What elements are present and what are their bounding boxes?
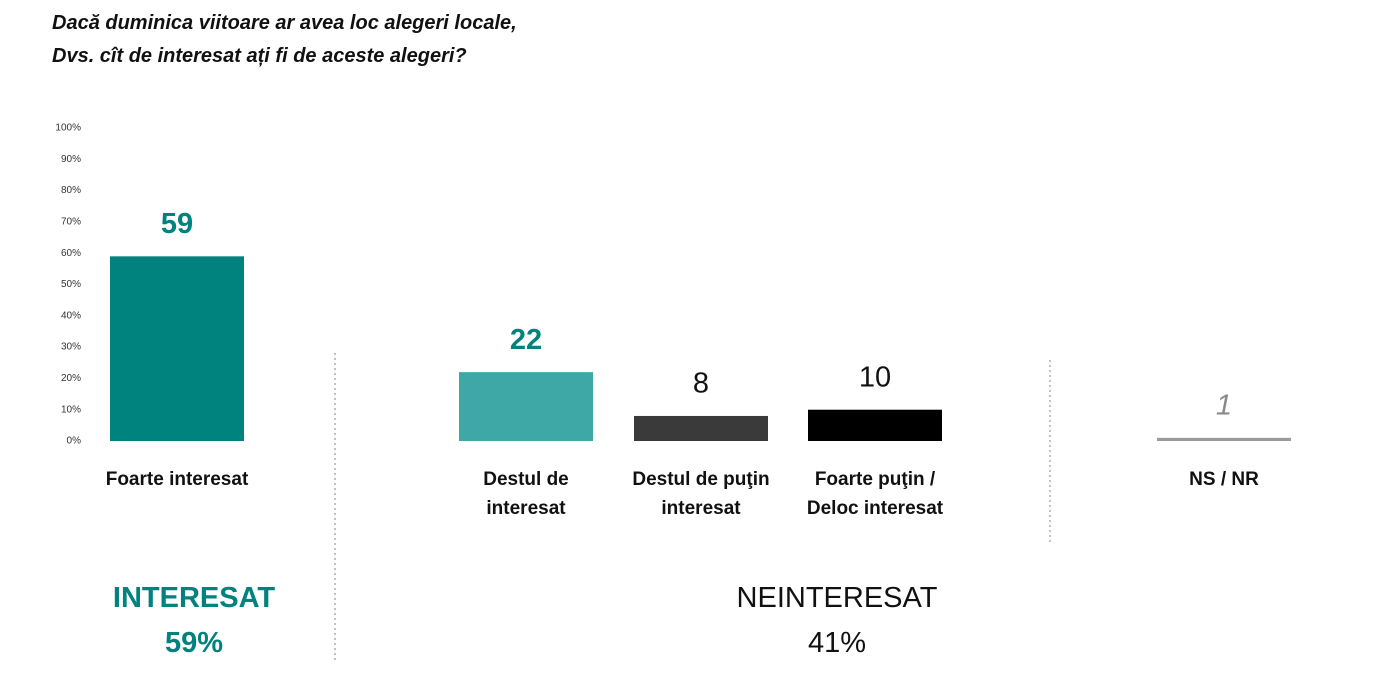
y-tick-label: 40% — [61, 310, 81, 321]
chart-subtitle: Dvs. cît de interesat ați fi de aceste a… — [52, 45, 467, 67]
y-tick-label: 80% — [61, 185, 81, 196]
x-tick-label: Destul de interesat — [483, 469, 569, 519]
x-tick-label: NS / NR — [1189, 469, 1259, 490]
chart-title: Dacă duminica viitoare ar avea loc alege… — [52, 12, 517, 34]
y-tick-label: 70% — [61, 217, 81, 228]
y-tick-label: 60% — [61, 248, 81, 259]
x-tick-label: Foarte interesat — [105, 469, 249, 490]
group-total: 41% — [807, 627, 867, 659]
data-label: 8 — [693, 368, 709, 400]
y-tick-label: 10% — [61, 404, 81, 415]
x-tick-label: Foarte puţin / Deloc interesat — [806, 469, 944, 519]
bar — [808, 409, 942, 441]
group-total: 59% — [164, 627, 224, 659]
data-label: 10 — [859, 361, 891, 393]
data-label: 59 — [161, 208, 193, 240]
y-tick-label: 50% — [61, 279, 81, 290]
group-name: INTERESAT — [112, 582, 276, 614]
y-tick-label: 30% — [61, 342, 81, 353]
bar — [459, 372, 593, 441]
y-tick-label: 90% — [61, 154, 81, 165]
data-label: 22 — [510, 324, 542, 356]
bar — [634, 415, 768, 441]
x-tick-label: Destul de puţin interesat — [632, 469, 770, 519]
y-tick-label: 20% — [61, 373, 81, 384]
bar — [1157, 437, 1291, 441]
y-tick-label: 0% — [67, 436, 82, 447]
bar — [110, 256, 244, 441]
data-label: 1 — [1216, 390, 1232, 422]
group-name: NEINTERESAT — [736, 582, 938, 614]
y-tick-label: 100% — [55, 123, 81, 134]
